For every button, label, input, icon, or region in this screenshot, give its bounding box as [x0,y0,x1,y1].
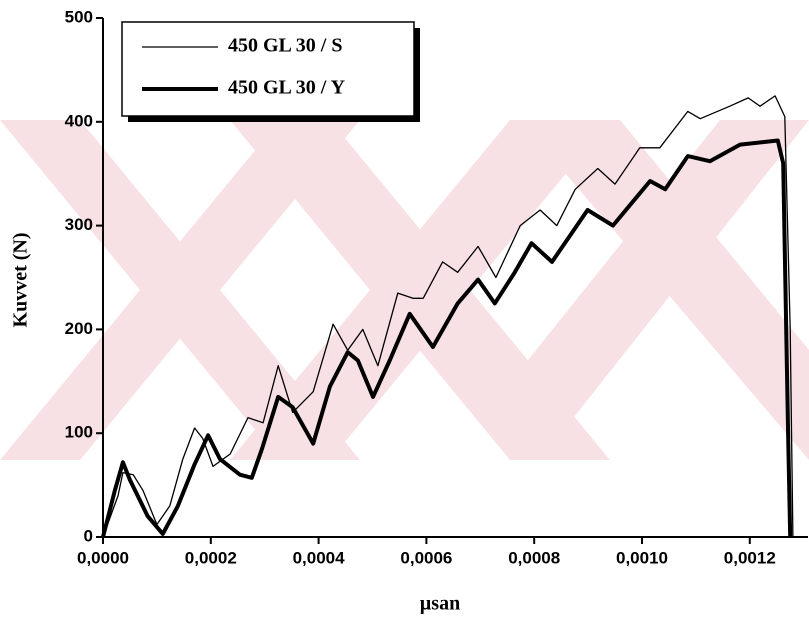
legend [121,21,420,122]
y-tick-label: 500 [65,7,93,26]
x-tick-label: 0,0004 [293,548,346,567]
x-tick-label: 0,0006 [400,548,452,567]
y-tick-label: 0 [84,526,93,545]
x-tick-label: 0,0008 [508,548,560,567]
legend-label: 450 GL 30 / Y [228,77,346,99]
watermark [0,120,809,460]
y-tick-label: 100 [65,423,93,442]
y-tick-label: 200 [65,319,93,338]
y-tick-label: 400 [65,111,93,130]
data-line [101,138,793,538]
x-tick-label: 0,0010 [616,548,668,567]
legend-label: 450 GL 30 / S [228,35,342,57]
y-axis-label: Kuvvet (N) [10,233,32,328]
x-tick-label: 0,0002 [185,548,237,567]
x-tick-label: 0,0012 [724,548,776,567]
legend-box [121,21,415,117]
x-axis-label: µsan [420,593,460,615]
x-tick-label: 0,0000 [77,548,129,567]
y-tick-label: 300 [65,215,93,234]
data-line [102,95,794,538]
